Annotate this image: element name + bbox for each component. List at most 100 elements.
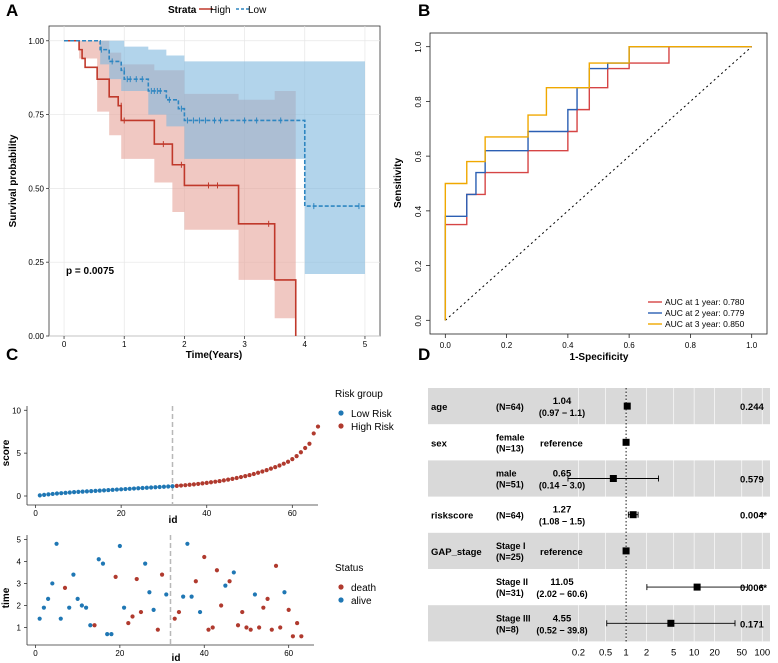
roc-y-tick-label: 1.0 xyxy=(414,41,423,53)
forest-n-label: (N=64) xyxy=(496,511,524,521)
status-legend-label-2: alive xyxy=(351,596,372,607)
risk-score-x-tick-label: 40 xyxy=(202,509,211,518)
survival-status-point-death xyxy=(92,623,97,628)
risk-score-point-low xyxy=(170,484,175,489)
risk-score-point-high xyxy=(234,475,239,481)
survival-status-point-alive xyxy=(147,590,152,595)
km-legend-low-label: Low xyxy=(248,5,267,16)
survival-status-y-tick-label: 4 xyxy=(17,557,22,566)
risk-score-point-high xyxy=(187,482,192,487)
forest-variable-label: sex xyxy=(431,438,448,449)
forest-ci-value: (2.02 − 60.6) xyxy=(536,589,587,599)
survival-status-point-alive xyxy=(197,609,203,615)
survival-status-point-death xyxy=(299,634,304,639)
forest-point-estimate xyxy=(693,583,701,591)
survival-status-point-alive xyxy=(181,594,186,599)
risk-score-point-high xyxy=(277,463,282,468)
survival-status-points xyxy=(37,541,304,639)
survival-status-point-alive xyxy=(88,623,93,628)
forest-hr-value: reference xyxy=(540,438,583,449)
forest-variable-label: GAP_stage xyxy=(431,547,482,558)
roc-diagonal xyxy=(444,46,753,321)
km-legend-title: Strata xyxy=(168,5,197,16)
survival-status-point-alive xyxy=(46,596,51,601)
survival-status-x-tick-label: 40 xyxy=(200,649,209,658)
risk-score-point-low xyxy=(50,491,55,497)
survival-status-point-death xyxy=(126,620,131,626)
forest-ci-value: (0.97 − 1.1) xyxy=(539,408,585,418)
risk-score-point-high xyxy=(191,482,196,487)
roc-y-axis-title: Sensitivity xyxy=(393,158,404,208)
survival-status-y-tick-label: 1 xyxy=(17,623,22,632)
forest-hr-value: reference xyxy=(540,547,583,558)
forest-p-value: 0.171 xyxy=(740,619,764,630)
forest-hr-value: 11.05 xyxy=(550,577,574,588)
risk-group-legend-dot-1 xyxy=(338,410,344,416)
survival-status-point-death xyxy=(155,627,160,632)
forest-x-tick-label: 20 xyxy=(709,647,720,658)
status-legend: death alive xyxy=(338,583,376,607)
risk-score-point-high xyxy=(311,431,316,436)
survival-status-point-death xyxy=(278,625,283,630)
risk-score-point-high xyxy=(290,457,295,462)
roc-y-ticks: 0.0 0.2 0.4 0.6 0.8 1.0 xyxy=(414,41,430,326)
survival-status-point-death xyxy=(219,603,224,608)
km-x-tick-label: 4 xyxy=(303,340,308,349)
forest-ci-value: (1.08 − 1.5) xyxy=(539,517,585,527)
forest-row-1: age (N=64) 1.04(0.97 − 1.1) 0.244 xyxy=(431,396,764,418)
forest-row-6: Stage II(N=31) 11.05(2.02 − 60.6) 0.006** xyxy=(496,577,767,599)
forest-row-bands xyxy=(428,388,770,642)
risk-group-legend-dot-2 xyxy=(338,423,344,429)
risk-score-point-high xyxy=(213,479,218,484)
survival-status-point-death xyxy=(202,554,207,560)
survival-status-y-axis-title: time xyxy=(1,587,12,608)
survival-status-x-axis-title: id xyxy=(172,653,181,663)
survival-status-point-alive xyxy=(151,607,156,612)
risk-score-point-high xyxy=(298,450,303,455)
risk-score-point-low xyxy=(136,486,141,491)
survival-status-point-alive xyxy=(50,581,55,586)
risk-score-point-low xyxy=(140,485,145,491)
survival-status-point-death xyxy=(227,579,232,584)
risk-score-point-high xyxy=(183,483,188,488)
risk-score-point-high xyxy=(174,483,179,488)
survival-status-y-tick-label: 5 xyxy=(17,535,22,544)
survival-status-point-alive xyxy=(79,603,84,608)
survival-status-point-alive xyxy=(109,631,114,637)
roc-curve-3 xyxy=(444,45,752,321)
survival-status-axes: 0 20 40 60 1 2 3 4 5 xyxy=(17,535,314,658)
risk-score-point-low xyxy=(97,488,102,493)
risk-score-point-high xyxy=(255,470,261,475)
risk-score-point-low xyxy=(37,493,42,498)
risk-score-point-low xyxy=(127,486,132,491)
survival-status-point-alive xyxy=(100,561,106,566)
forest-point-estimate xyxy=(622,438,630,446)
km-plot: Strata High Low 0 1 2 3 4 5 0.00 0.25 0.50 0.75 1… xyxy=(8,5,381,361)
km-x-ticks: 0 1 2 3 4 5 xyxy=(62,336,368,349)
risk-score-point-high xyxy=(268,466,274,471)
risk-score-point-low xyxy=(71,490,77,495)
risk-score-point-low xyxy=(101,488,107,493)
panel-label-c: C xyxy=(6,345,18,364)
risk-score-point-low xyxy=(80,489,85,494)
risk-score-point-low xyxy=(76,489,81,494)
survival-status-point-death xyxy=(273,563,279,568)
survival-status-point-alive xyxy=(83,605,89,610)
survival-status-point-death xyxy=(286,607,291,612)
survival-status-point-death xyxy=(206,627,211,632)
survival-status-x-tick-label: 60 xyxy=(284,649,293,658)
risk-score-point-low xyxy=(59,491,64,496)
risk-score-y-tick-label: 0 xyxy=(17,492,22,501)
forest-x-tick-label: 0.5 xyxy=(599,647,612,658)
risk-score-point-high xyxy=(196,481,201,487)
forest-point-estimate xyxy=(609,475,617,482)
status-legend-label-1: death xyxy=(351,583,376,594)
roc-legend-label-3: AUC at 3 year: 0.850 xyxy=(665,319,745,329)
roc-x-ticks: 0.0 0.2 0.4 0.6 0.8 1.0 xyxy=(440,334,758,350)
survival-status-point-alive xyxy=(96,557,101,562)
forest-x-tick-label: 1 xyxy=(623,647,628,658)
survival-status-point-alive xyxy=(223,583,228,588)
risk-score-y-tick-label: 5 xyxy=(17,449,22,458)
survival-status-point-alive xyxy=(121,605,127,610)
forest-hr-value: 1.27 xyxy=(553,505,572,516)
